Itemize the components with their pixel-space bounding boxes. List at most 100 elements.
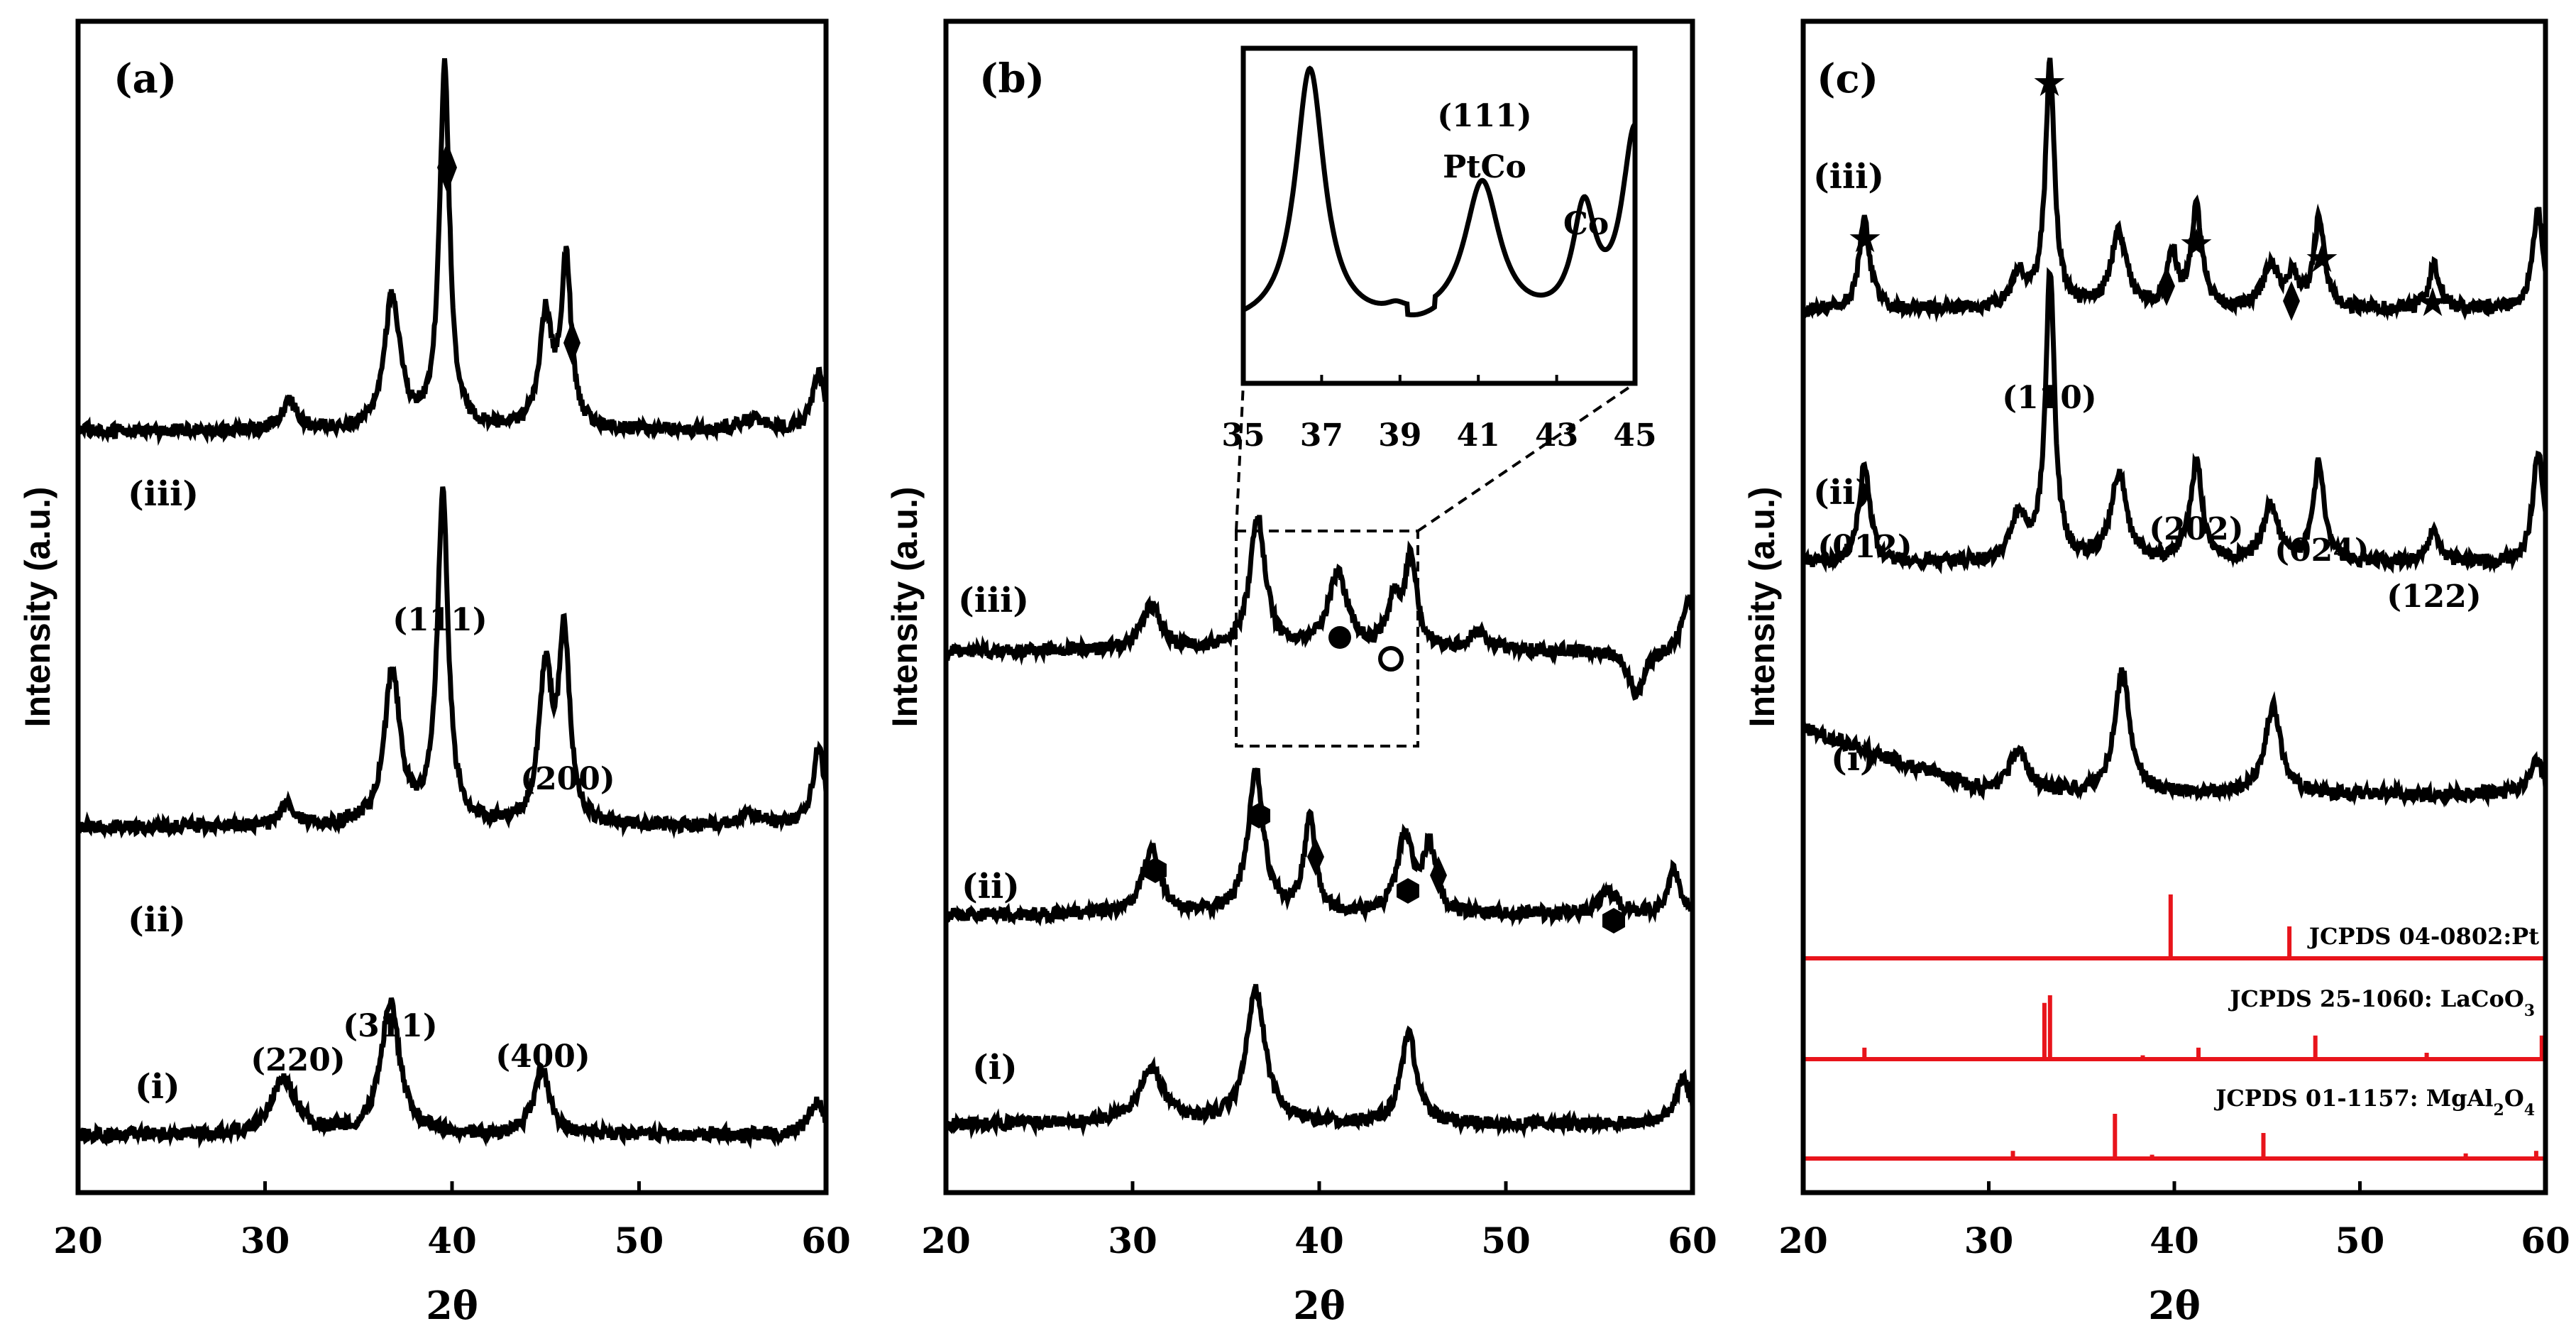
panel-c-series-label-iii: (iii) xyxy=(1813,157,1884,197)
panel-c-reference-label-lacoo3-sub: 3 xyxy=(2524,1002,2535,1020)
panel-b-inset-background xyxy=(1243,48,1635,383)
panel-b-tick-label-50: 50 xyxy=(1481,1220,1531,1261)
panel-c-trace-iii xyxy=(1800,58,2548,323)
panel-c-ylabel: Intensity (a.u.) xyxy=(1742,487,1782,728)
panel-c-reference-label-pt: JCPDS 04-0802:Pt xyxy=(2307,923,2539,950)
panel-b-inset-frame xyxy=(1240,45,1638,386)
panel-b-ticks xyxy=(944,1181,1695,1193)
panel-a-tick-label-60: 60 xyxy=(801,1220,851,1261)
panel-a-series-label-iii: (iii) xyxy=(128,474,199,514)
panel-c-tick-label-60: 60 xyxy=(2521,1220,2570,1261)
panel-c-diamond-marker-2 xyxy=(2283,281,2300,321)
panel-a-tick-label-40: 40 xyxy=(427,1220,477,1261)
panel-c-reference-label-mgal2o4: JCPDS 01-1157: MgAl2O4 xyxy=(2213,1085,2535,1119)
panel-c-reference-label-mgal2o4-tail: O xyxy=(2504,1085,2524,1112)
panel-b-series-label-iii: (iii) xyxy=(958,581,1029,620)
panel-b-trace-i xyxy=(943,984,1695,1139)
panel-b-diamond-marker-2 xyxy=(1430,856,1447,894)
panel-b-inset-tick-label-43: 43 xyxy=(1535,417,1578,454)
panel-a-annotation-200: (200) xyxy=(520,761,615,797)
panel-c-star-marker-4: ★ xyxy=(2304,236,2340,282)
panel-a-annotation-111: (111) xyxy=(392,602,487,638)
panel-c-star-marker-2: ★ xyxy=(2032,60,2067,106)
panel-c-reference-label-lacoo3-main: JCPDS 25-1060: LaCoO xyxy=(2228,985,2523,1012)
panel-a-tick-label-20: 20 xyxy=(53,1220,103,1261)
panel-a-trace-ii xyxy=(75,486,829,840)
panel-a-tick-label-30: 30 xyxy=(241,1220,290,1261)
panel-b-hexagon-marker-3 xyxy=(1397,878,1419,904)
panel-b-tick-label-30: 30 xyxy=(1108,1220,1157,1261)
panel-c-star-marker-5: ★ xyxy=(2415,280,2450,326)
panel-c-tick-label-30: 30 xyxy=(1964,1220,2014,1261)
panel-c-tick-label-20: 20 xyxy=(1778,1220,1828,1261)
panel-c-reference-label-mgal2o4-sub: 2 xyxy=(2494,1101,2504,1119)
panel-c-series-label-ii: (ii) xyxy=(1813,473,1871,513)
panel-a-label: (a) xyxy=(114,55,177,102)
panel-a-annotation-400: (400) xyxy=(495,1039,590,1075)
panel-b-series-label-i: (i) xyxy=(972,1048,1018,1088)
panel-c-star-marker-1: ★ xyxy=(1847,216,1883,262)
panel-b-ring-marker xyxy=(1378,646,1404,672)
panel-c-annotation-012: (012) xyxy=(1817,529,1912,565)
panel-a-series-label-ii: (ii) xyxy=(128,900,186,940)
panel-b-xlabel: 2θ xyxy=(1293,1283,1345,1328)
panel-c-ticks xyxy=(1801,1181,2548,1193)
panel-c-diamond-marker-1 xyxy=(2158,266,2175,306)
panel-b-trace-ii xyxy=(943,767,1695,927)
panel-a-diamond-marker-2 xyxy=(563,321,580,365)
panel-b: 20 30 40 50 60 2θ Intensity (a.u.) (b) (… xyxy=(885,18,1717,1328)
panel-c-star-marker-3: ★ xyxy=(2179,221,2214,267)
panel-b-ylabel: Intensity (a.u.) xyxy=(885,487,925,728)
panel-b-tick-label-60: 60 xyxy=(1668,1220,1717,1261)
panel-b-inset-tick-label-35: 35 xyxy=(1221,417,1265,454)
panel-b-label: (b) xyxy=(979,55,1045,102)
panel-c-reference-lines xyxy=(1862,894,2544,1159)
panel-b-inset-label-ptco: PtCo xyxy=(1443,149,1526,185)
panel-c-reference-label-mgal2o4-main: JCPDS 01-1157: MgAl xyxy=(2213,1085,2493,1112)
panel-b-inset-ticks xyxy=(1242,375,1636,383)
panel-a-tick-label-50: 50 xyxy=(615,1220,664,1261)
panel-a-trace-iii xyxy=(75,58,829,447)
panel-b-inset-tick-label-45: 45 xyxy=(1613,417,1656,454)
panel-b-hexagon-marker-4 xyxy=(1602,908,1625,933)
panel-b-tick-label-40: 40 xyxy=(1294,1220,1344,1261)
panel-a-trace-i xyxy=(76,997,829,1149)
panel-c-annotation-024: (024) xyxy=(2274,532,2369,569)
panel-b-inset-label-co: Co xyxy=(1563,206,1609,242)
panel-b-hexagon-marker-1 xyxy=(1144,858,1167,883)
panel-b-zoom-connector-left xyxy=(1235,383,1245,532)
panel-c: 20 30 40 50 60 2θ Intensity (a.u.) (c) (… xyxy=(1742,18,2570,1328)
panel-a-xlabel: 2θ xyxy=(426,1283,478,1328)
panel-b-inset-trace xyxy=(1242,65,1636,317)
panel-c-label: (c) xyxy=(1817,55,1878,102)
panel-b-inset: 35 37 39 41 43 45 (111) PtCo Co xyxy=(1221,45,1657,454)
panel-a-annotation-311: (311) xyxy=(343,1008,437,1044)
panel-c-xlabel: 2θ xyxy=(2148,1283,2201,1328)
panel-c-tick-label-40: 40 xyxy=(2150,1220,2199,1261)
panel-a-ylabel: Intensity (a.u.) xyxy=(18,487,57,728)
panel-c-reference-label-mgal2o4-sub2: 4 xyxy=(2524,1101,2535,1119)
panel-b-zoom-box xyxy=(1235,530,1419,748)
panel-b-inset-tick-label-37: 37 xyxy=(1300,417,1343,454)
panel-a-annotation-220: (220) xyxy=(251,1042,345,1078)
panel-c-trace-i xyxy=(1800,667,2548,808)
panel-b-inset-tick-label-41: 41 xyxy=(1457,417,1500,454)
panel-c-annotation-202: (202) xyxy=(2149,511,2243,547)
panel-b-series-label-ii: (ii) xyxy=(962,867,1020,907)
panel-c-annotation-122: (122) xyxy=(2387,579,2481,615)
panel-a-ticks xyxy=(76,1181,828,1193)
panel-c-reference-label-lacoo3: JCPDS 25-1060: LaCoO3 xyxy=(2228,985,2535,1020)
panel-b-inset-label-111: (111) xyxy=(1437,98,1531,134)
panel-c-trace-ii xyxy=(1802,267,2548,574)
panel-c-tick-label-50: 50 xyxy=(2335,1220,2385,1261)
panel-b-trace-iii xyxy=(943,515,1695,701)
panel-c-annotation-110: (110) xyxy=(2002,380,2096,416)
panel-b-dot-marker xyxy=(1328,626,1351,649)
panel-c-series-label-i: (i) xyxy=(1831,739,1876,779)
panel-b-inset-tick-label-39: 39 xyxy=(1378,417,1421,454)
panel-b-tick-label-20: 20 xyxy=(921,1220,971,1261)
panel-a-series-label-i: (i) xyxy=(135,1067,180,1107)
panel-a: 20 30 40 50 60 2θ Intensity (a.u.) (a) (… xyxy=(18,18,851,1328)
panel-b-hexagon-marker-2 xyxy=(1248,803,1270,828)
